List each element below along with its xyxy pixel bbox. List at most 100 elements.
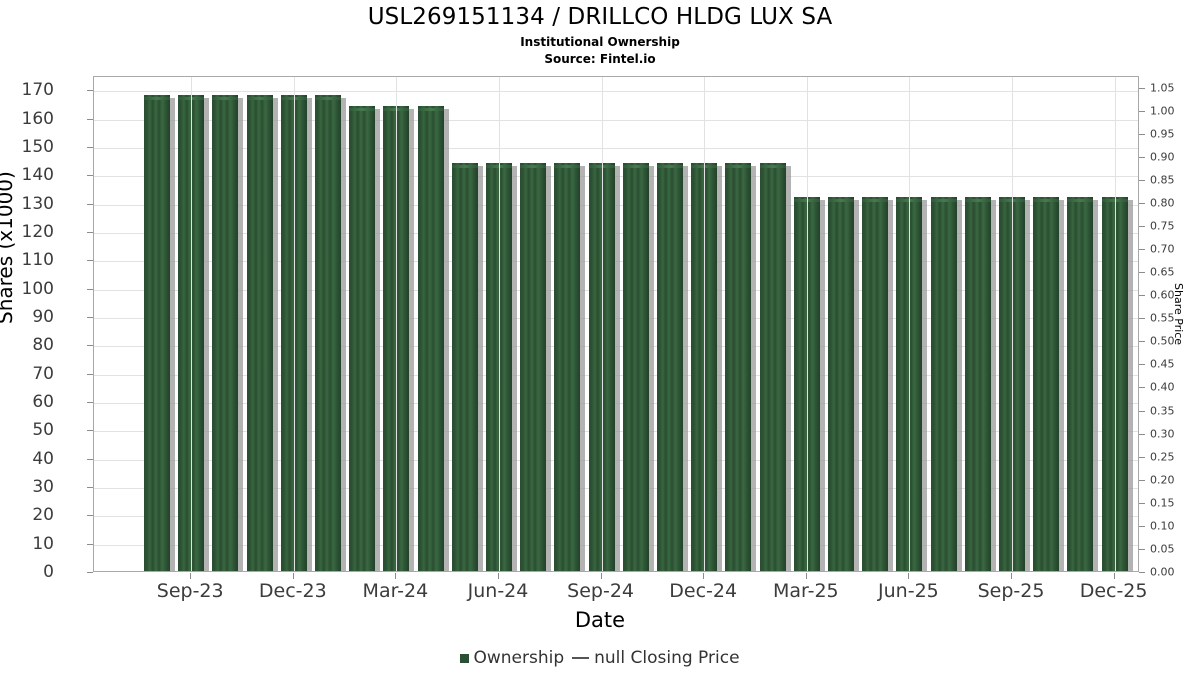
bar[interactable] — [349, 106, 376, 571]
legend-item-closing-price[interactable]: null Closing Price — [564, 648, 740, 668]
y-axis-left-tick-mark — [87, 203, 93, 205]
legend-label-ownership: Ownership — [473, 648, 565, 668]
bar[interactable] — [554, 162, 581, 571]
bar[interactable] — [520, 162, 547, 571]
bar-shadow — [750, 165, 757, 571]
bar[interactable] — [1067, 196, 1094, 571]
bar[interactable] — [964, 196, 991, 571]
bar-shadow — [682, 165, 688, 571]
bar[interactable] — [930, 196, 957, 571]
y-axis-right-tick-mark — [1139, 225, 1145, 227]
bar-shadow — [408, 109, 415, 571]
bar-shadow — [1058, 199, 1065, 571]
y-axis-right-tick-mark — [1139, 202, 1145, 204]
y-axis-left-tick-mark — [87, 316, 93, 318]
bar[interactable] — [657, 162, 683, 571]
y-axis-left-tick-label: 20 — [32, 505, 54, 526]
y-axis-right-tick-mark — [1139, 548, 1145, 550]
x-axis-tick-label: Sep-24 — [567, 580, 635, 602]
y-axis-right-tick-mark — [1139, 133, 1145, 135]
bar[interactable] — [828, 196, 854, 571]
bar-top-cap — [315, 96, 341, 100]
bar-top-cap — [930, 198, 957, 202]
bar-top-cap — [657, 164, 683, 168]
bar[interactable] — [725, 162, 752, 571]
bar-shadow — [511, 165, 517, 571]
x-axis-tick-label: Sep-25 — [977, 580, 1045, 602]
gridline-vertical — [293, 77, 295, 571]
x-axis-tick-mark — [600, 573, 602, 579]
y-axis-right-tick-label: 0.00 — [1150, 565, 1175, 579]
y-axis-right-tick-label: 0.50 — [1150, 334, 1175, 348]
y-axis-left-tick-label: 40 — [32, 448, 54, 469]
y-axis-right-tick-label: 0.25 — [1150, 450, 1175, 464]
y-axis-right-tick-mark — [1139, 341, 1145, 343]
bar-top-cap — [417, 108, 444, 112]
x-axis-tick-label: Dec-23 — [258, 580, 327, 602]
y-axis-right-tick-mark — [1139, 502, 1145, 504]
y-axis-right-tick-mark — [1139, 364, 1145, 366]
y-axis-left-tick-label: 90 — [32, 306, 54, 327]
y-axis-right-tick-mark — [1139, 156, 1145, 158]
bar[interactable] — [451, 162, 478, 571]
bar-top-cap — [144, 96, 170, 100]
y-axis-right-tick-mark — [1139, 179, 1145, 181]
x-axis-tick-label: Dec-24 — [669, 580, 738, 602]
y-axis-right-tick-label: 0.80 — [1150, 196, 1175, 210]
bar[interactable] — [759, 162, 786, 571]
bar-shadow — [818, 199, 825, 571]
y-axis-right-tick-label: 0.90 — [1150, 150, 1175, 164]
bar-shadow — [271, 97, 278, 571]
y-axis-right-tick-mark — [1139, 87, 1145, 89]
bar-shadow — [647, 165, 654, 571]
y-axis-left-tick-label: 130 — [21, 193, 54, 214]
y-axis-left-tick-mark — [87, 175, 93, 177]
bar-shadow — [784, 165, 791, 571]
bar-shadow — [887, 199, 894, 571]
y-axis-right-tick-mark — [1139, 249, 1145, 251]
bar[interactable] — [1033, 196, 1060, 571]
bar[interactable] — [862, 196, 889, 571]
bar-top-cap — [622, 164, 649, 168]
y-axis-left-tick-mark — [87, 90, 93, 92]
y-axis-right-tick-label: 0.10 — [1150, 519, 1175, 533]
gridline-vertical — [1012, 77, 1013, 571]
gridline-horizontal — [94, 119, 1138, 121]
bar[interactable] — [246, 94, 273, 571]
chart-legend: Ownership null Closing Price — [0, 648, 1200, 668]
bar[interactable] — [622, 162, 649, 571]
gridline-vertical — [396, 77, 398, 571]
chart-subtitle: Institutional Ownership — [520, 35, 680, 49]
y-axis-right-tick-label: 0.55 — [1150, 311, 1175, 325]
y-axis-right-tick-label: 0.75 — [1150, 219, 1175, 233]
x-axis-tick-label: Jun-24 — [467, 580, 529, 602]
bar-shadow — [1024, 199, 1030, 571]
y-axis-left-tick-mark — [87, 458, 93, 460]
bar-shadow — [853, 199, 859, 571]
bar-top-cap — [554, 164, 581, 168]
legend-item-ownership[interactable]: Ownership — [460, 648, 564, 668]
gridline-horizontal — [94, 147, 1138, 149]
y-axis-right-tick-mark — [1139, 525, 1145, 527]
x-axis-tick-mark — [908, 573, 910, 579]
y-axis-left-tick-label: 50 — [32, 420, 54, 441]
y-axis-right-tick-label: 1.05 — [1150, 81, 1175, 95]
bar-top-cap — [862, 198, 889, 202]
y-axis-left-tick-mark — [87, 401, 93, 403]
bar-shadow — [613, 165, 620, 571]
y-axis-left-tick-mark — [87, 288, 93, 290]
bar-shadow — [716, 165, 723, 571]
x-axis-tick-mark — [292, 573, 294, 579]
bar[interactable] — [212, 94, 239, 571]
bar[interactable] — [417, 106, 444, 571]
bar[interactable] — [144, 94, 170, 571]
y-axis-left-tick-label: 100 — [21, 278, 54, 299]
bar[interactable] — [315, 94, 341, 571]
chart-title: USL269151134 / DRILLCO HLDG LUX SA — [367, 4, 833, 30]
square-marker-icon — [460, 653, 470, 663]
bar-shadow — [305, 97, 312, 571]
y-axis-left-tick-mark — [87, 118, 93, 120]
